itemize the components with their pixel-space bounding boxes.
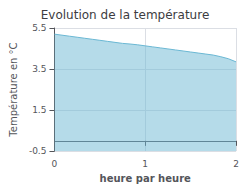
svg-text:1.5: 1.5	[32, 105, 46, 115]
svg-text:5.5: 5.5	[32, 23, 46, 33]
svg-text:Température en °C: Température en °C	[8, 42, 19, 137]
svg-text:3.5: 3.5	[32, 64, 46, 74]
svg-text:1: 1	[142, 159, 148, 169]
svg-text:Evolution de la température: Evolution de la température	[41, 8, 210, 22]
svg-text:-0.5: -0.5	[29, 146, 47, 156]
svg-text:2: 2	[233, 159, 239, 169]
svg-text:heure par heure: heure par heure	[100, 173, 191, 184]
svg-text:0: 0	[52, 159, 58, 169]
